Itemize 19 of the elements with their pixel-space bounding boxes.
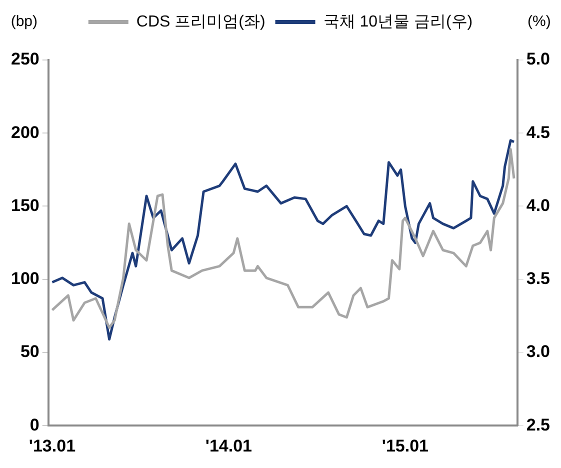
- y2-tick-label: 5.0: [526, 50, 550, 69]
- x-tick-label: '14.01: [205, 436, 252, 456]
- y-tick-label: 100: [10, 269, 40, 288]
- y2-tick-label: 3.0: [526, 342, 550, 362]
- y-tick-label: 0: [30, 415, 40, 434]
- y-tick-label: 150: [10, 196, 40, 215]
- y-tick-label: 200: [10, 122, 40, 142]
- y2-axis-title: (%): [528, 13, 551, 30]
- y-axis-title: (bp): [10, 13, 38, 30]
- y-tick-label: 50: [20, 342, 40, 362]
- y-tick-label: 250: [10, 50, 40, 69]
- y2-tick-label: 2.5: [526, 415, 550, 434]
- legend-label: 국채 10년물 금리(우): [323, 13, 473, 30]
- y2-tick-label: 4.5: [526, 122, 550, 142]
- y2-tick-label: 3.5: [526, 269, 550, 288]
- x-tick-label: '13.01: [28, 436, 76, 456]
- legend-label: CDS 프리미엄(좌): [136, 13, 266, 30]
- x-tick-label: '15.01: [382, 436, 428, 456]
- y2-tick-label: 4.0: [526, 196, 550, 215]
